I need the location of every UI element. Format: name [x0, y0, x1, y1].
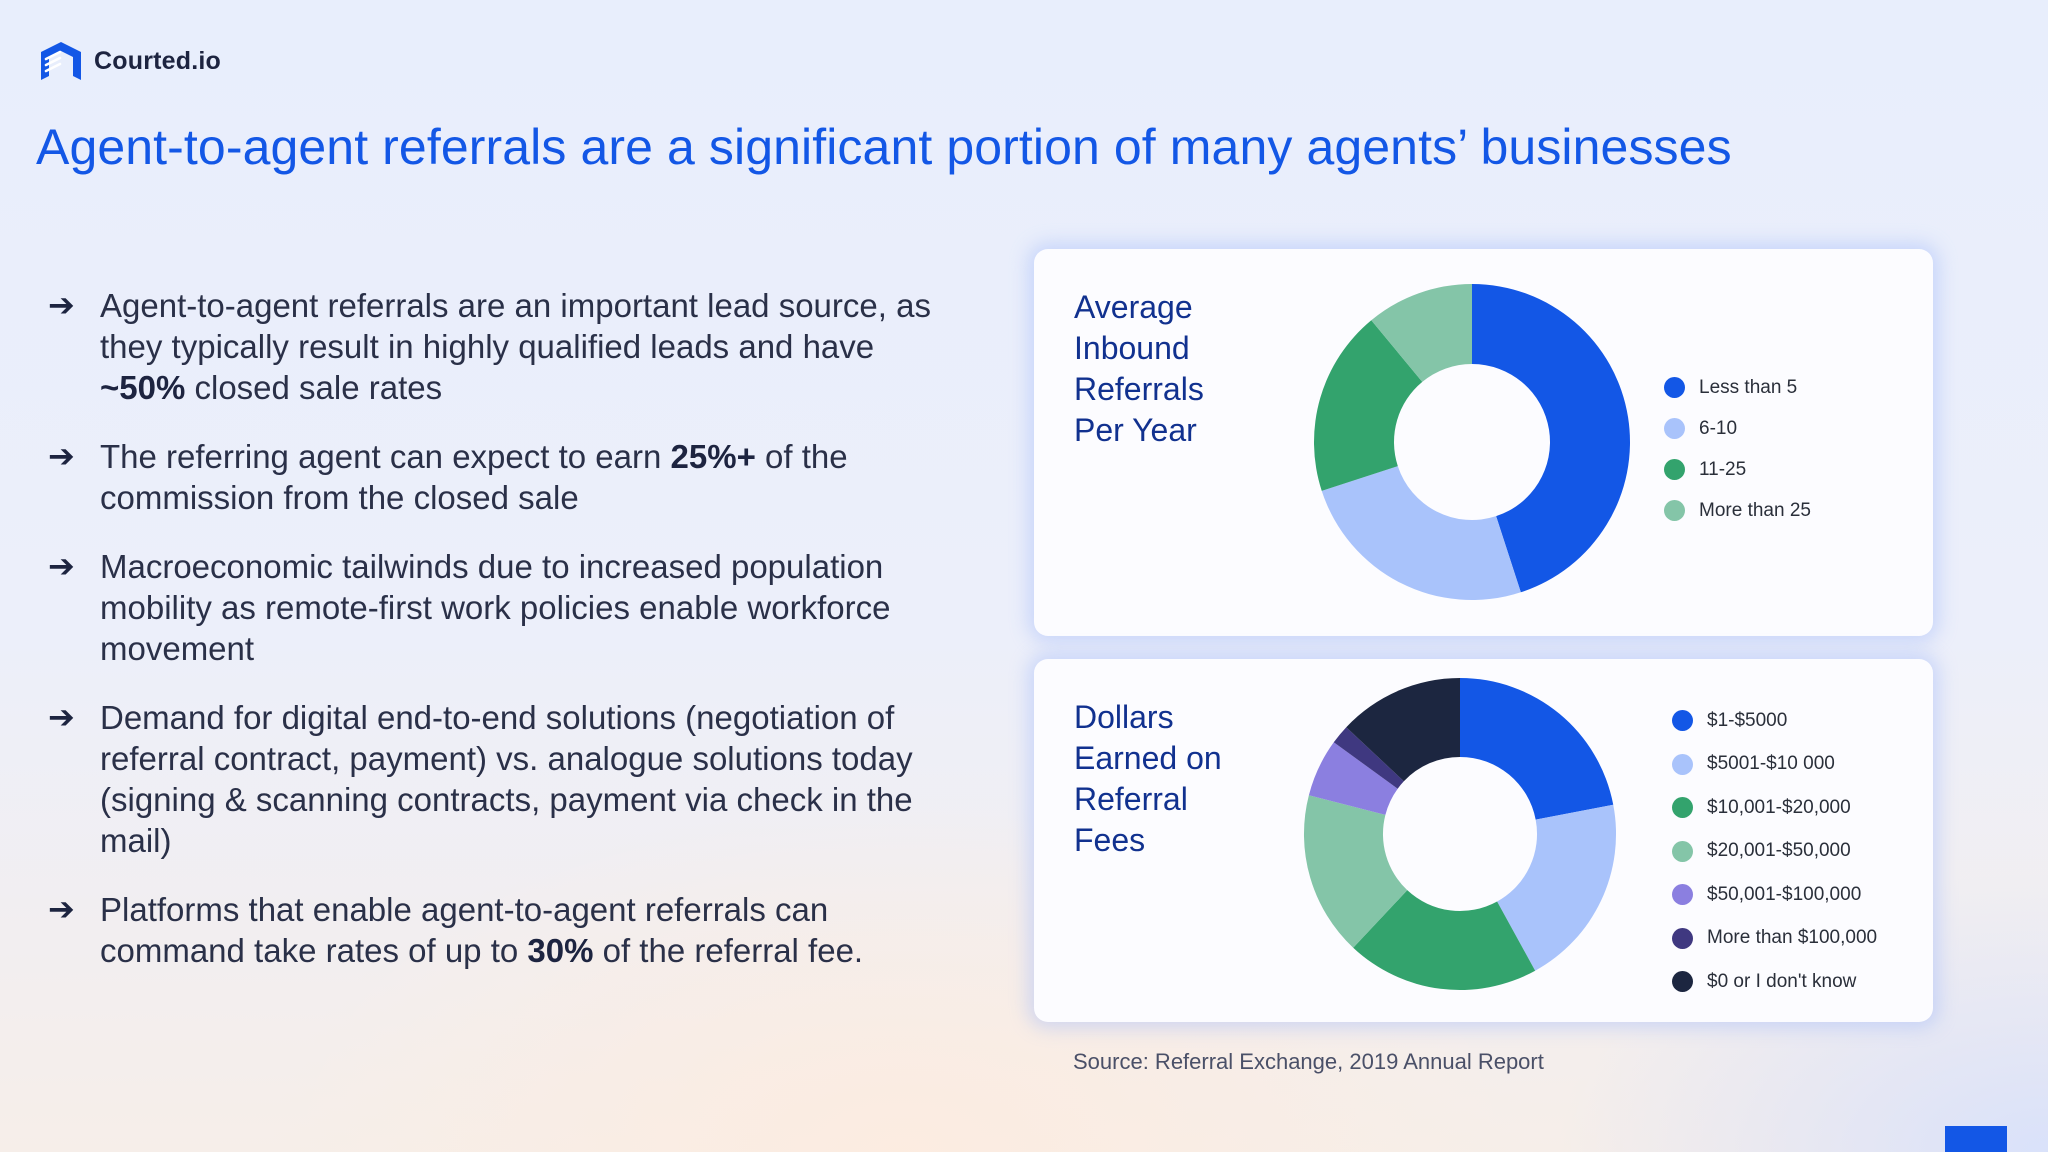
bullet-list: ➔ Agent-to-agent referrals are an import…	[48, 285, 968, 999]
chart-title: Dollars Earned on Referral Fees	[1074, 699, 1222, 858]
chart-card-inbound-referrals: Average Inbound Referrals Per Year Less …	[1034, 249, 1933, 636]
bullet-text: Agent-to-agent referrals are an importan…	[100, 287, 931, 406]
chart-legend: $1-$5000 $5001-$10 000 $10,001-$20,000 $…	[1672, 699, 1877, 1004]
donut-slice	[1346, 677, 1460, 782]
donut-slice	[1472, 284, 1630, 593]
legend-dot-icon	[1664, 459, 1685, 480]
bullet-item: ➔ Demand for digital end-to-end solution…	[48, 697, 968, 861]
brand-name: Courted.io	[94, 46, 221, 75]
legend-item: $10,001-$20,000	[1672, 786, 1877, 830]
legend-dot-icon	[1664, 377, 1685, 398]
chart-card-referral-fees: Dollars Earned on Referral Fees $1-$5000…	[1034, 659, 1933, 1022]
legend-dot-icon	[1672, 710, 1693, 732]
legend-item: More than 25	[1664, 490, 1811, 531]
arrow-right-icon: ➔	[48, 548, 75, 584]
bullet-text: Demand for digital end-to-end solutions …	[100, 699, 913, 859]
legend-dot-icon	[1672, 753, 1693, 775]
legend-item: More than $100,000	[1672, 917, 1877, 961]
donut-chart	[1303, 677, 1617, 991]
arrow-right-icon: ➔	[48, 891, 75, 927]
donut-slice	[1321, 466, 1521, 600]
source-note: Source: Referral Exchange, 2019 Annual R…	[1073, 1049, 1544, 1074]
donut-slice	[1303, 795, 1408, 948]
legend-dot-icon	[1672, 927, 1693, 949]
bullet-item: ➔ Agent-to-agent referrals are an import…	[48, 285, 968, 408]
legend-dot-icon	[1672, 884, 1693, 906]
bullet-item: ➔ The referring agent can expect to earn…	[48, 436, 968, 518]
arrow-right-icon: ➔	[48, 287, 75, 323]
legend-item: Less than 5	[1664, 367, 1811, 408]
brand-logo: Courted.io	[38, 40, 221, 82]
bullet-text: Platforms that enable agent-to-agent ref…	[100, 891, 864, 969]
legend-dot-icon	[1672, 797, 1693, 819]
corner-accent-block	[1945, 1126, 2007, 1152]
bullet-text: Macroeconomic tailwinds due to increased…	[100, 548, 891, 667]
donut-chart	[1314, 284, 1630, 600]
courted-house-icon	[41, 42, 81, 80]
chart-legend: Less than 5 6-10 11-25 More than 25	[1664, 367, 1811, 531]
legend-dot-icon	[1664, 418, 1685, 439]
donut-slice	[1308, 742, 1398, 815]
legend-item: $1-$5000	[1672, 699, 1877, 743]
legend-item: $5001-$10 000	[1672, 743, 1877, 787]
donut-slice	[1353, 890, 1536, 991]
legend-item: 6-10	[1664, 408, 1811, 449]
chart-title: Average Inbound Referrals Per Year	[1074, 289, 1204, 448]
bullet-item: ➔ Platforms that enable agent-to-agent r…	[48, 889, 968, 971]
legend-dot-icon	[1672, 840, 1693, 862]
donut-slice	[1314, 320, 1423, 491]
legend-item: $50,001-$100,000	[1672, 873, 1877, 917]
page-title: Agent-to-agent referrals are a significa…	[36, 119, 1732, 175]
donut-slice	[1460, 677, 1614, 820]
legend-item: $20,001-$50,000	[1672, 830, 1877, 874]
arrow-right-icon: ➔	[48, 438, 75, 474]
legend-dot-icon	[1672, 971, 1693, 993]
legend-item: 11-25	[1664, 449, 1811, 490]
donut-slice	[1371, 284, 1472, 382]
donut-slice	[1333, 727, 1404, 789]
bullet-item: ➔ Macroeconomic tailwinds due to increas…	[48, 546, 968, 669]
legend-item: $0 or I don't know	[1672, 960, 1877, 1004]
legend-dot-icon	[1664, 500, 1685, 521]
arrow-right-icon: ➔	[48, 699, 75, 735]
donut-slice	[1497, 804, 1617, 971]
bullet-text: The referring agent can expect to earn 2…	[100, 438, 848, 516]
